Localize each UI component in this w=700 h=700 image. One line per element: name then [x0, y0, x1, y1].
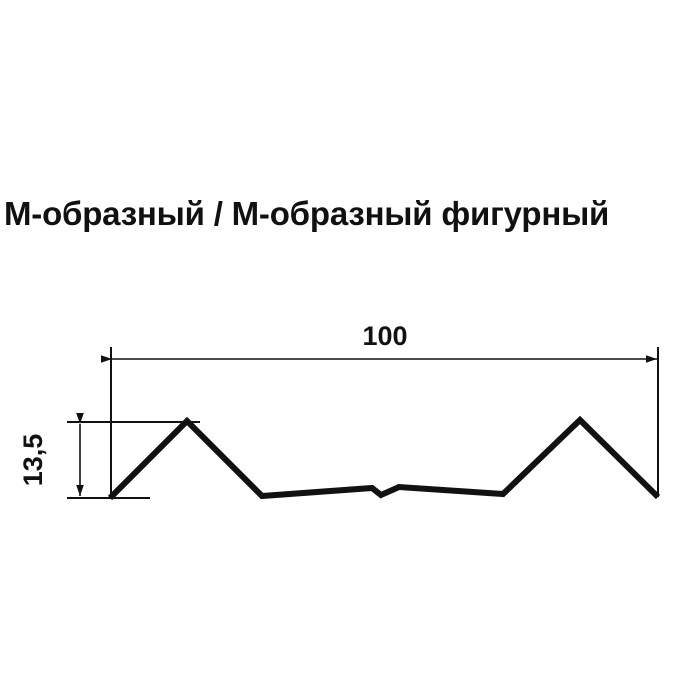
width-dimension-label: 100 — [362, 321, 407, 351]
width-dimension-group: 100 — [101, 318, 657, 363]
page-title: М-образный / М-образный фигурный — [4, 195, 610, 232]
profile-cross-section — [107, 415, 661, 501]
height-dimension-group: 13,5 — [18, 413, 84, 496]
width-label-backdrop — [348, 318, 424, 352]
height-dimension-label: 13,5 — [18, 434, 48, 487]
